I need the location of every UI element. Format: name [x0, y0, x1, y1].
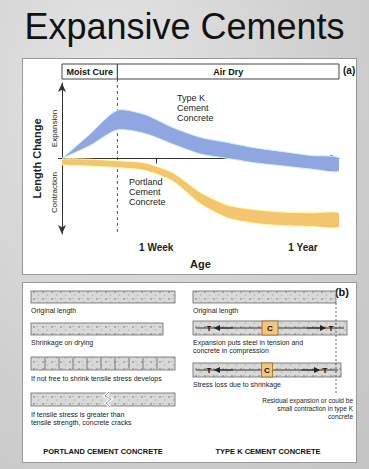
- svg-text:PORTLAND CEMENT CONCRETE: PORTLAND CEMENT CONCRETE: [43, 447, 163, 456]
- svg-text:Contraction: Contraction: [50, 172, 59, 213]
- svg-text:Age: Age: [190, 258, 211, 270]
- svg-text:If not free to shrink tensile: If not free to shrink tensile stress dev…: [31, 375, 162, 383]
- svg-text:Portland: Portland: [129, 177, 163, 187]
- html-text:(a): (a): [343, 65, 356, 76]
- svg-text:T: T: [207, 324, 212, 333]
- svg-text:1 Year: 1 Year: [288, 242, 317, 253]
- svg-text:concrete: concrete: [328, 413, 353, 420]
- svg-text:C: C: [267, 324, 273, 333]
- svg-text:(b): (b): [335, 286, 349, 298]
- svg-text:TYPE K CEMENT CONCRETE: TYPE K CEMENT CONCRETE: [215, 447, 320, 456]
- svg-text:Original length: Original length: [193, 307, 238, 315]
- svg-text:Type K: Type K: [177, 93, 205, 103]
- svg-text:Original length: Original length: [31, 307, 76, 315]
- svg-text:1 Week: 1 Week: [139, 242, 174, 253]
- svg-text:Shrinkage on drying: Shrinkage on drying: [31, 339, 93, 347]
- svg-text:T: T: [329, 324, 334, 333]
- svg-text:Cement: Cement: [129, 187, 161, 197]
- svg-text:Expansion puts steel in tensio: Expansion puts steel in tension and: [193, 339, 303, 347]
- svg-text:concrete in compression: concrete in compression: [193, 347, 269, 355]
- svg-text:Residual expansion or could be: Residual expansion or could be: [262, 397, 353, 405]
- svg-text:Cement: Cement: [177, 103, 209, 113]
- svg-text:C: C: [264, 366, 270, 375]
- svg-text:Expansion: Expansion: [50, 110, 59, 147]
- svg-text:Length Change: Length Change: [31, 118, 43, 198]
- svg-text:Concrete: Concrete: [129, 197, 166, 207]
- svg-text:Air Dry: Air Dry: [213, 67, 243, 77]
- svg-text:tensile strength, concrete cra: tensile strength, concrete cracks: [31, 419, 132, 427]
- svg-text:Concrete: Concrete: [177, 113, 214, 123]
- html-text:Expansive Cements: Expansive Cements: [24, 6, 345, 47]
- svg-text:If tensile stress is greater t: If tensile stress is greater than: [31, 411, 124, 419]
- svg-text:Moist Cure: Moist Cure: [66, 67, 113, 77]
- svg-text:small contraction in type K: small contraction in type K: [277, 405, 354, 413]
- svg-text:T: T: [323, 366, 328, 375]
- svg-text:T: T: [207, 366, 212, 375]
- svg-text:Stress loss due to shrinkage: Stress loss due to shrinkage: [193, 381, 281, 389]
